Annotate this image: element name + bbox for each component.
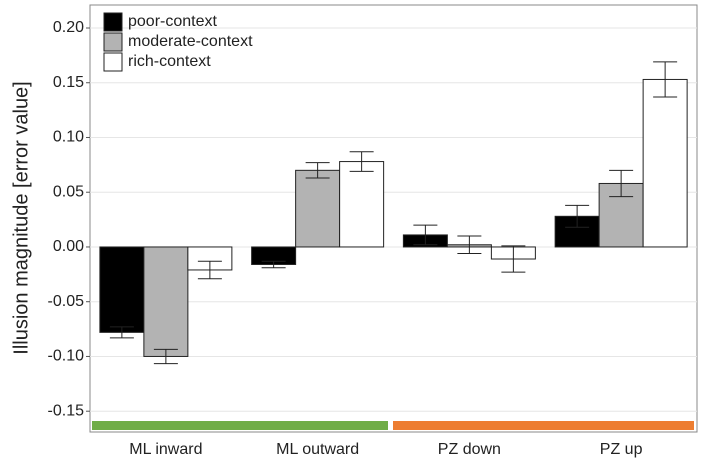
legend-label: poor-context [128,13,217,30]
error-bar [109,326,134,339]
legend-swatch [103,32,123,52]
y-tick-label: 0.05 [53,183,84,200]
x-tick-label: ML outward [276,441,359,458]
error-bar [609,169,634,198]
y-tick-label: 0.10 [53,129,84,146]
error-bar [349,151,374,172]
bar [99,246,145,333]
bar [642,78,688,248]
legend-swatch [103,52,123,72]
y-tick-label: -0.05 [48,293,85,310]
error-bar [653,61,678,98]
y-tick-label: -0.10 [48,348,85,365]
error-bar [457,235,482,255]
x-tick-label: PZ up [600,441,643,458]
error-bar [197,260,222,280]
grid [90,27,697,412]
bar [143,246,189,357]
group-band [92,421,388,430]
y-tick-label: -0.15 [48,402,85,419]
error-bar [501,245,526,273]
bars [99,61,688,365]
bar [339,161,385,248]
x-tick-label: PZ down [438,441,501,458]
legend-swatch [103,12,123,32]
error-bar [565,204,590,228]
error-bar [305,162,330,179]
y-axis-label: Illusion magnitude [error value] [10,81,32,354]
bar [295,169,341,248]
error-bar [153,348,178,365]
x-tick-label: ML inward [129,441,202,458]
y-tick-label: 0.15 [53,74,84,91]
error-bar [413,224,438,246]
group-band [393,421,694,430]
legend-label: rich-context [128,53,211,70]
error-bar [261,260,286,269]
legend-label: moderate-context [128,33,253,50]
y-tick-label: 0.00 [53,238,84,255]
y-tick-label: 0.20 [53,19,84,36]
